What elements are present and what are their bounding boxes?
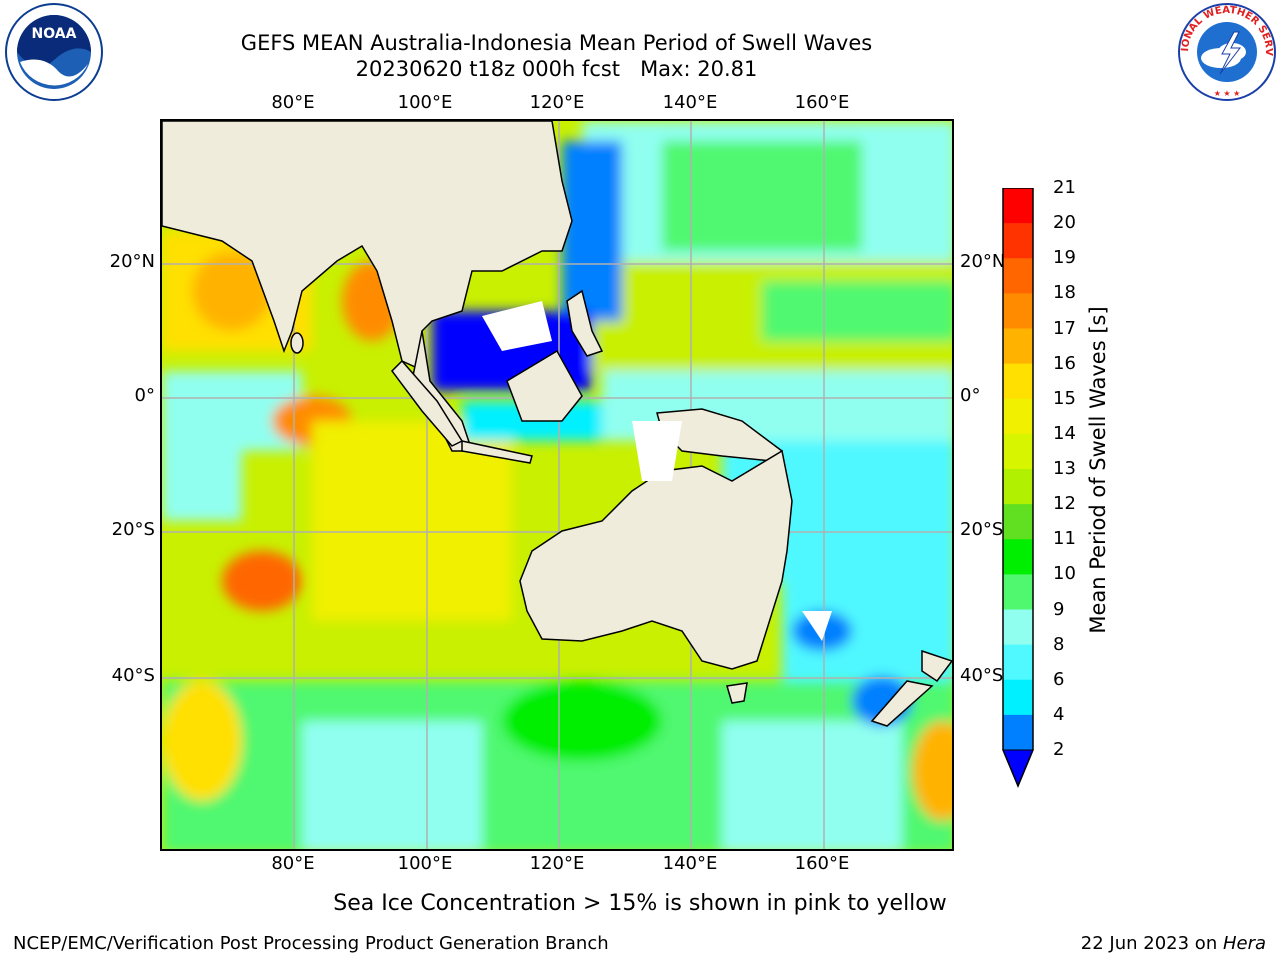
lon-label-top: 140°E [662, 92, 718, 113]
colorbar-segment [1003, 188, 1033, 224]
colorbar-tick-label: 4 [1053, 703, 1065, 725]
lat-label-right: 0° [960, 385, 981, 406]
colorbar-tick-label: 13 [1053, 458, 1076, 479]
colorbar-tick-label: 10 [1053, 563, 1076, 585]
colorbar-segment [1003, 293, 1033, 329]
lat-label-left: 0° [134, 385, 155, 406]
footer-credit: NCEP/EMC/Verification Post Processing Pr… [13, 933, 609, 954]
colorbar-segment [1003, 328, 1033, 365]
colorbar-tick-label: 19 [1053, 247, 1076, 269]
colorbar [1002, 188, 1034, 788]
lon-label-bottom: 140°E [662, 853, 718, 874]
lon-label-bottom: 120°E [529, 853, 585, 874]
colorbar-segment [1003, 574, 1033, 610]
colorbar-tick-label: 14 [1053, 422, 1076, 444]
colorbar-segment [1003, 504, 1033, 540]
footer-host: Hera [1222, 933, 1266, 954]
lon-label-top: 120°E [529, 92, 585, 113]
colorbar-segment [1003, 363, 1033, 400]
colorbar-tick-label: 20 [1053, 212, 1076, 234]
lon-label-bottom: 160°E [794, 853, 850, 874]
land-masses [162, 121, 952, 727]
colorbar-segment [1003, 433, 1033, 470]
lat-label-right: 40°S [960, 665, 1004, 686]
colorbar-segment [1003, 223, 1033, 259]
colorbar-segment [1003, 539, 1033, 575]
noaa-logo-text: NOAA [32, 26, 77, 42]
colorbar-tick-label: 6 [1053, 668, 1065, 690]
masked-areas [482, 301, 832, 641]
footer-date-text: 22 Jun 2023 on [1080, 933, 1223, 954]
colorbar-tick-label: 17 [1053, 317, 1076, 339]
lat-label-left: 20°S [111, 519, 155, 540]
colorbar-tick-label: 18 [1053, 282, 1076, 304]
colorbar-segment [1003, 469, 1033, 505]
lon-label-top: 80°E [271, 92, 315, 113]
chart-subtitle: 20230620 t18z 000h fcst Max: 20.81 [355, 57, 758, 81]
colorbar-label: Mean Period of Swell Waves [s] [1086, 306, 1110, 634]
footer-date: 22 Jun 2023 on Hera [1081, 933, 1266, 954]
colorbar-segment [1003, 679, 1033, 716]
colorbar-tick-label: 15 [1053, 387, 1076, 409]
chart-title: GEFS MEAN Australia-Indonesia Mean Perio… [240, 31, 873, 55]
colorbar-tick-label: 2 [1053, 739, 1065, 760]
colorbar-segment [1003, 398, 1033, 435]
colorbar-tick-label: 21 [1053, 177, 1076, 198]
sea-ice-note: Sea Ice Concentration > 15% is shown in … [333, 891, 947, 916]
colorbar-tick-label: 9 [1053, 598, 1065, 620]
lon-label-top: 100°E [397, 92, 453, 113]
lat-label-right: 20°S [960, 519, 1004, 540]
colorbar-tick-label: 16 [1053, 352, 1076, 374]
colorbar-segment [1003, 714, 1033, 751]
lon-label-bottom: 80°E [271, 853, 315, 874]
colorbar-segment [1003, 609, 1033, 646]
colorbar-tick-label: 11 [1053, 528, 1076, 550]
swell-period-map [160, 119, 954, 851]
map-canvas [162, 121, 952, 849]
colorbar-tick-label: 12 [1053, 493, 1076, 515]
colorbar-under-arrow [1002, 749, 1034, 788]
noaa-logo-icon: NOAA [5, 3, 103, 101]
nws-logo-icon: NATIONAL WEATHER SERVICE ★ ★ ★ [1176, 2, 1276, 101]
lon-label-top: 160°E [794, 92, 850, 113]
colorbar-segment [1003, 258, 1033, 294]
lat-label-right: 20°N [960, 251, 1006, 272]
svg-text:★ ★ ★: ★ ★ ★ [1214, 89, 1241, 98]
lat-label-left: 20°N [109, 251, 155, 272]
lon-label-bottom: 100°E [397, 853, 453, 874]
lat-label-left: 40°S [111, 665, 155, 686]
colorbar-segment [1003, 644, 1033, 681]
colorbar-tick-label: 8 [1053, 633, 1065, 655]
